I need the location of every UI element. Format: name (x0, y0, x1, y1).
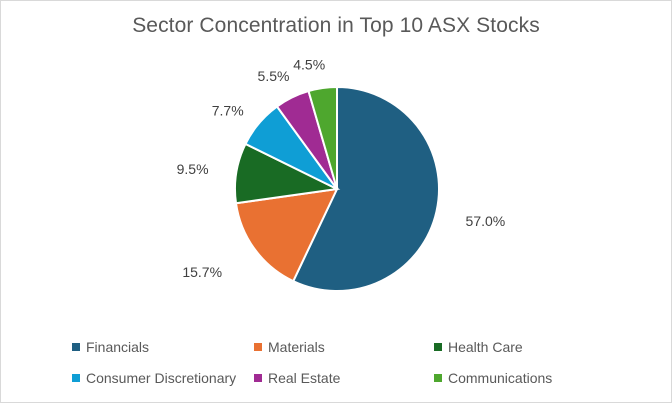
legend-label: Materials (268, 339, 325, 355)
data-label-consumer-discretionary: 7.7% (212, 102, 244, 118)
legend-swatch (254, 374, 262, 382)
pie-slice-communications (307, 85, 338, 190)
legend-item-communications: Communications (434, 370, 552, 386)
legend-label: Consumer Discretionary (86, 370, 237, 386)
legend-item-financials: Financials (72, 339, 149, 355)
legend-label: Financials (86, 339, 150, 355)
legend-swatch (254, 343, 262, 351)
data-label-health-care: 9.5% (177, 161, 209, 177)
data-label-real-estate: 5.5% (258, 68, 290, 84)
data-label-financials: 57.0% (466, 213, 506, 229)
pie-slice-financials (291, 85, 440, 292)
legend-swatch (434, 343, 442, 351)
data-label-communications: 4.5% (293, 56, 325, 72)
legend-label: Health Care (448, 339, 523, 355)
legend-swatch (72, 374, 80, 382)
data-label-materials: 15.7% (182, 264, 222, 280)
pie-slice-materials (234, 187, 339, 283)
legend-label: Communications (448, 370, 553, 386)
legend-swatch (72, 343, 80, 351)
chart-title: Sector Concentration in Top 10 ASX Stock… (132, 14, 540, 37)
legend-label: Real Estate (268, 370, 341, 386)
legend-item-real-estate: Real Estate (254, 370, 340, 386)
legend-item-consumer-discretionary: Consumer Discretionary (72, 370, 236, 386)
legend-item-materials: Materials (254, 339, 325, 355)
legend-item-health-care: Health Care (434, 339, 523, 355)
legend-swatch (434, 374, 442, 382)
